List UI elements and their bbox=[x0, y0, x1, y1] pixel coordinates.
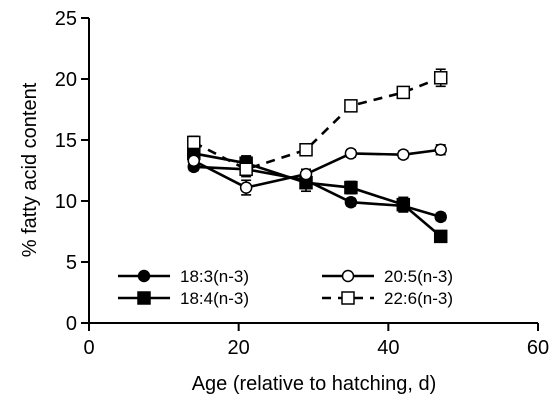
data-point bbox=[396, 197, 411, 212]
legend-label: 18:3(n-3) bbox=[180, 267, 249, 286]
legend-item: 22:6(n-3) bbox=[322, 289, 453, 308]
series-line bbox=[193, 148, 441, 189]
data-point bbox=[434, 143, 447, 157]
data-point bbox=[344, 147, 358, 160]
y-tick-label: 20 bbox=[55, 69, 77, 91]
legend-item: 20:5(n-3) bbox=[322, 267, 453, 286]
series-0 bbox=[187, 160, 447, 224]
legend: 18:3(n-3) 18:4(n-3) 20:5(n-3) 22:6(n-3) bbox=[118, 267, 453, 308]
legend-label: 18:4(n-3) bbox=[180, 289, 249, 308]
x-axis-title: Age (relative to hatching, d) bbox=[192, 373, 437, 395]
legend-marker bbox=[341, 291, 355, 305]
series-layer bbox=[187, 68, 448, 244]
data-point bbox=[299, 167, 313, 181]
y-axis-title: % fatty acid content bbox=[19, 82, 41, 257]
x-tick-label: 0 bbox=[83, 337, 94, 359]
y-tick-label: 15 bbox=[55, 130, 77, 152]
legend-marker bbox=[137, 269, 151, 283]
data-point bbox=[433, 229, 448, 244]
data-point bbox=[239, 162, 253, 177]
axes: 0 20 40 60 0 5 10 15 20 25 bbox=[55, 8, 549, 359]
series-1 bbox=[187, 146, 448, 244]
legend-label: 20:5(n-3) bbox=[384, 267, 453, 286]
data-point bbox=[344, 180, 358, 195]
data-point bbox=[434, 210, 447, 224]
legend-item: 18:3(n-3) bbox=[118, 267, 249, 286]
data-point bbox=[397, 148, 410, 161]
series-2 bbox=[187, 143, 447, 196]
y-tick-label: 25 bbox=[55, 8, 77, 30]
x-tick-label: 20 bbox=[228, 337, 250, 359]
data-point bbox=[239, 181, 253, 194]
y-tick-label: 0 bbox=[66, 313, 77, 335]
legend-marker bbox=[137, 291, 151, 305]
legend-item: 18:4(n-3) bbox=[118, 289, 249, 308]
data-point bbox=[299, 143, 313, 157]
series-line bbox=[193, 152, 442, 238]
data-point bbox=[433, 71, 448, 85]
legend-marker bbox=[341, 269, 355, 283]
data-point bbox=[344, 195, 358, 209]
data-point bbox=[344, 99, 358, 113]
data-point bbox=[187, 154, 201, 167]
legend-label: 22:6(n-3) bbox=[384, 289, 453, 308]
x-tick-label: 40 bbox=[377, 337, 399, 359]
series-3 bbox=[187, 68, 448, 178]
y-tick-label: 10 bbox=[55, 191, 77, 213]
data-point bbox=[187, 135, 201, 150]
data-point bbox=[396, 85, 411, 100]
y-tick-label: 5 bbox=[66, 252, 77, 274]
x-tick-label: 60 bbox=[527, 337, 549, 359]
